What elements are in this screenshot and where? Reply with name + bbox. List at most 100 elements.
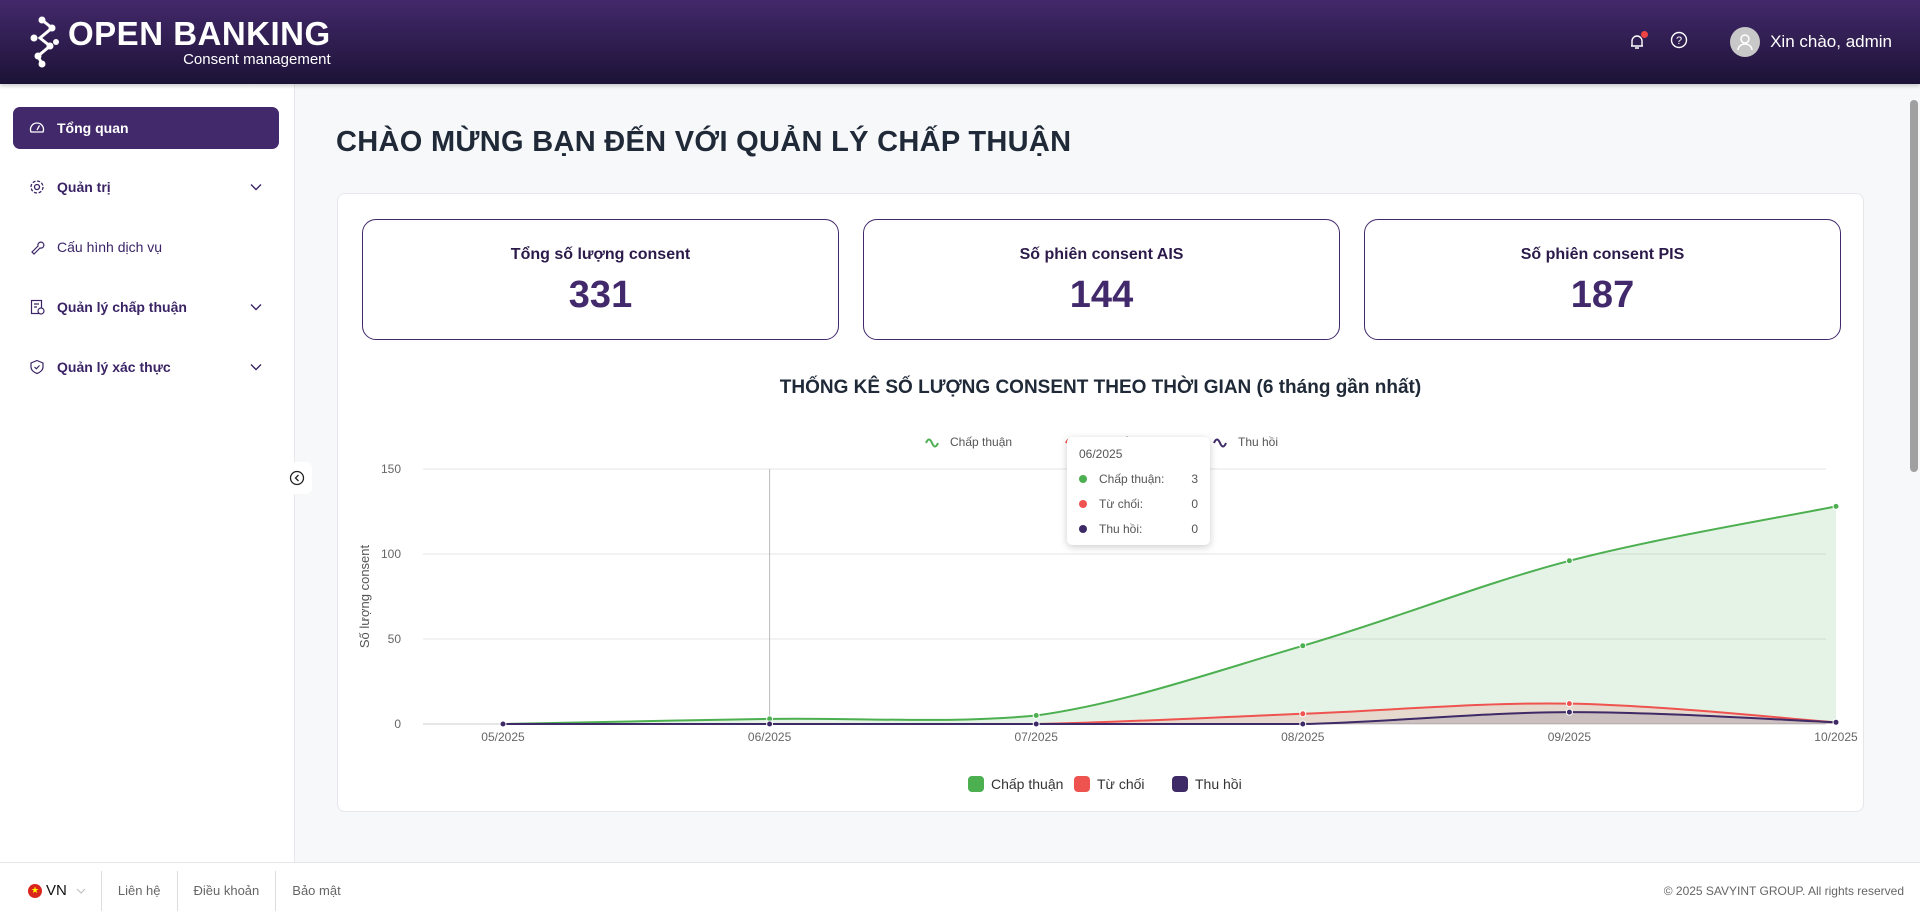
sidebar-item-overview[interactable]: Tổng quan [13, 107, 279, 149]
stat-pis-sessions: Số phiên consent PIS 187 [1364, 219, 1841, 340]
tooltip-value: 0 [1191, 522, 1198, 536]
help-icon[interactable]: ? [1670, 31, 1688, 54]
stat-label: Số phiên consent AIS [1019, 246, 1184, 263]
footer-link-privacy[interactable]: Bảo mật [275, 870, 356, 911]
notification-bell-icon[interactable] [1626, 31, 1649, 53]
sidebar-item-label: Tổng quan [57, 120, 129, 136]
footer: ★ VN Liên hệ Điều khoản Bảo mật © 2025 S… [0, 862, 1920, 918]
series-line-Chấp thuận [502, 505, 1837, 725]
data-point [1299, 642, 1307, 650]
sidebar: Tổng quan Quản trị Cấu hình dịch vụ Quản… [0, 84, 295, 862]
x-tick-label: 07/2025 [1015, 730, 1059, 744]
gear-icon [30, 180, 44, 194]
page-title: CHÀO MỪNG BẠN ĐẾN VỚI QUẢN LÝ CHẤP THUẬN [336, 126, 1072, 158]
logo-icon [30, 16, 59, 68]
y-tick-label: 100 [381, 547, 401, 561]
shield-check-icon [30, 359, 44, 375]
chevron-down-icon [250, 364, 262, 371]
sidebar-item-consent-management[interactable]: Quản lý chấp thuận [13, 286, 279, 328]
sidebar-item-label: Quản lý chấp thuận [57, 299, 187, 315]
legend-swatch [968, 776, 984, 792]
legend-wave-icon [1213, 438, 1227, 448]
x-tick-label: 05/2025 [481, 730, 525, 744]
chevron-down-icon [250, 304, 262, 311]
x-tick-label: 06/2025 [748, 730, 792, 744]
tooltip-row: Chấp thuận: 3 [1079, 472, 1198, 486]
legend-label: Từ chối [1097, 776, 1145, 792]
data-point [1565, 557, 1573, 565]
sidebar-item-service-config[interactable]: Cấu hình dịch vụ [13, 226, 279, 268]
data-point [1299, 710, 1307, 718]
series-area-Thu hồi [503, 712, 1836, 724]
series-area-Từ chối [503, 703, 1836, 724]
logo-subtitle: Consent management [183, 51, 331, 68]
sidebar-item-admin[interactable]: Quản trị [13, 166, 279, 208]
language-selector[interactable]: VN [46, 882, 67, 899]
tooltip-row: Thu hồi: 0 [1079, 522, 1198, 536]
stat-ais-sessions: Số phiên consent AIS 144 [863, 219, 1340, 340]
tooltip-label: Thu hồi: [1099, 522, 1143, 536]
y-tick-label: 0 [394, 717, 401, 731]
series-area-Chấp thuận [503, 506, 1836, 724]
stat-total-consent: Tổng số lượng consent 331 [362, 219, 839, 340]
data-point [766, 720, 774, 728]
top-legend-label: Chấp thuận [950, 435, 1012, 449]
x-tick-label: 10/2025 [1814, 730, 1858, 744]
legend-label: Thu hồi [1195, 776, 1242, 792]
chevron-down-icon [250, 184, 262, 191]
data-point [1565, 708, 1573, 716]
tooltip-label: Chấp thuận: [1099, 472, 1165, 486]
data-point [499, 720, 507, 728]
chart-tooltip: 06/2025 Chấp thuận: 3 Từ chối: 0 Thu hồi: 0 [1067, 437, 1210, 545]
sidebar-item-label: Quản lý xác thực [57, 359, 171, 375]
sidebar-item-label: Quản trị [57, 179, 111, 195]
x-tick-label: 09/2025 [1548, 730, 1592, 744]
stat-value: 144 [1069, 274, 1134, 316]
tooltip-value: 3 [1191, 472, 1198, 486]
logo[interactable]: OPEN BANKING Consent management [28, 16, 331, 68]
legend-wave-icon [925, 438, 939, 448]
data-point [1832, 718, 1840, 726]
tooltip-title: 06/2025 [1079, 447, 1123, 461]
chart-title: THỐNG KÊ SỐ LƯỢNG CONSENT THEO THỜI GIAN… [779, 377, 1422, 398]
sidebar-item-authentication[interactable]: Quản lý xác thực [13, 346, 279, 388]
legend-swatch [1074, 776, 1090, 792]
dashboard-card: Tổng số lượng consent 331 Số phiên conse… [337, 193, 1864, 812]
tooltip-value: 0 [1191, 497, 1198, 511]
svg-text:?: ? [1676, 35, 1682, 47]
series-line-Thu hồi [502, 711, 1837, 726]
data-point [1032, 712, 1040, 719]
tooltip-row: Từ chối: 0 [1079, 497, 1198, 511]
footer-link-terms[interactable]: Điều khoản [176, 870, 276, 911]
main-content: CHÀO MỪNG BẠN ĐẾN VỚI QUẢN LÝ CHẤP THUẬN… [296, 84, 1904, 862]
sidebar-item-label: Cấu hình dịch vụ [57, 239, 163, 255]
notification-badge [1641, 31, 1649, 38]
top-legend-label: Thu hồi [1238, 435, 1278, 449]
dashboard-icon [29, 122, 45, 133]
user-greeting[interactable]: Xin chào, admin [1770, 32, 1892, 51]
stat-value: 331 [568, 274, 633, 316]
logo-title: OPEN BANKING [68, 15, 331, 52]
document-check-icon [30, 299, 45, 315]
wrench-icon [31, 241, 45, 255]
top-header: OPEN BANKING Consent management ? Xin ch… [0, 0, 1920, 84]
chevron-down-icon[interactable] [75, 885, 87, 897]
avatar[interactable] [1730, 27, 1761, 57]
tooltip-label: Từ chối: [1099, 497, 1144, 511]
chevron-left-circle-icon [289, 470, 305, 486]
stat-value: 187 [1570, 274, 1635, 316]
data-point [1565, 700, 1573, 708]
vietnam-flag-icon: ★ [28, 883, 42, 898]
collapse-sidebar-button[interactable] [282, 462, 312, 494]
legend-label: Chấp thuận [991, 776, 1063, 792]
x-tick-label: 08/2025 [1281, 730, 1325, 744]
data-point [1299, 720, 1307, 728]
data-point [1832, 502, 1840, 510]
copyright: © 2025 SAVYINT GROUP. All rights reserve… [1663, 883, 1904, 898]
y-tick-label: 50 [388, 632, 402, 646]
footer-link-contact[interactable]: Liên hệ [100, 870, 177, 911]
legend-swatch [1172, 776, 1188, 792]
vertical-scrollbar[interactable] [1910, 100, 1918, 472]
stat-label: Tổng số lượng consent [510, 246, 691, 263]
